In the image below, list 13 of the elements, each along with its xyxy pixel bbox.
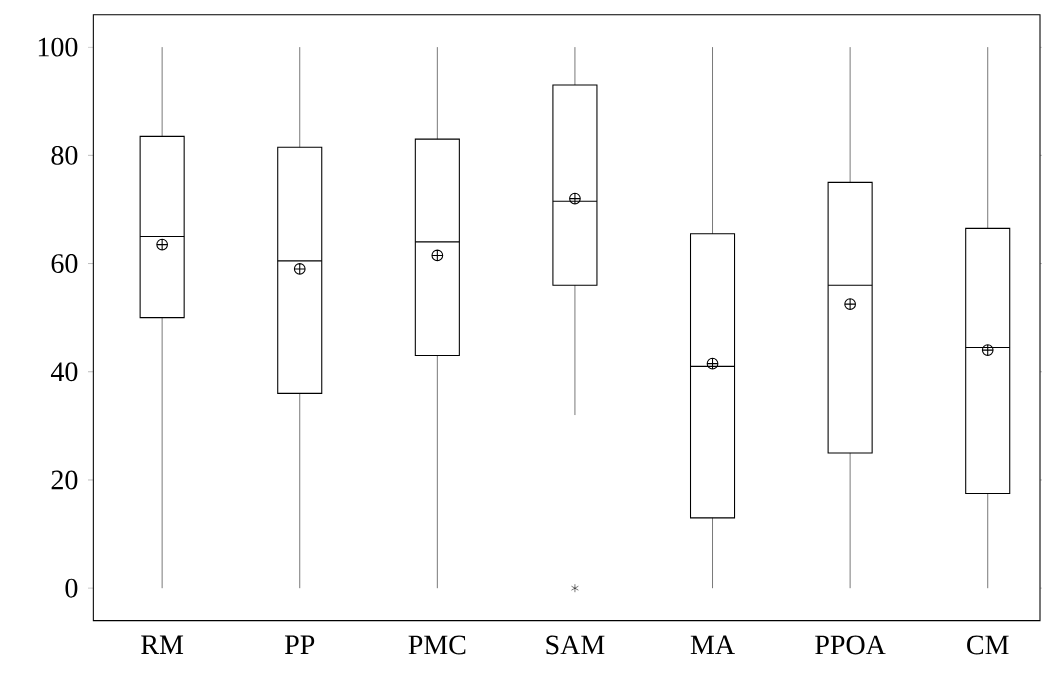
x-tick-label: PP <box>284 635 315 654</box>
y-tick-label: 40 <box>50 362 78 382</box>
y-tick-label: 80 <box>51 145 78 165</box>
x-tick-label: MA <box>690 635 735 655</box>
x-tick-label: CM <box>967 635 1009 655</box>
x-tick-label: PMC <box>408 635 466 655</box>
x-tick-label: PPOA <box>815 635 886 655</box>
x-tick-label: SAM <box>546 635 605 655</box>
x-tick-label: RM <box>141 635 184 654</box>
y-tick-label: 100 <box>38 37 78 57</box>
y-tick-label: 60 <box>51 254 78 273</box>
y-tick-label: 0 <box>65 578 78 598</box>
y-tick-label: 20 <box>51 470 78 490</box>
